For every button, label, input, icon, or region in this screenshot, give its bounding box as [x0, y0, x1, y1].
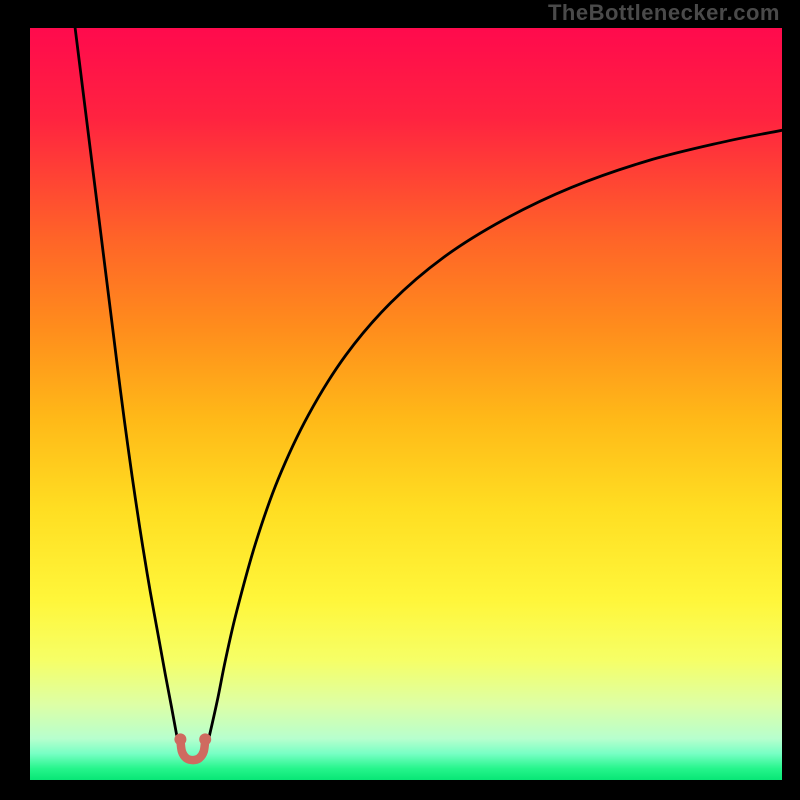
u-end-dot-1 [199, 733, 211, 745]
chart-frame: TheBottlenecker.com [0, 0, 800, 800]
u-end-dot-0 [174, 733, 186, 745]
gradient-background [30, 28, 782, 780]
bottleneck-chart [0, 0, 800, 800]
